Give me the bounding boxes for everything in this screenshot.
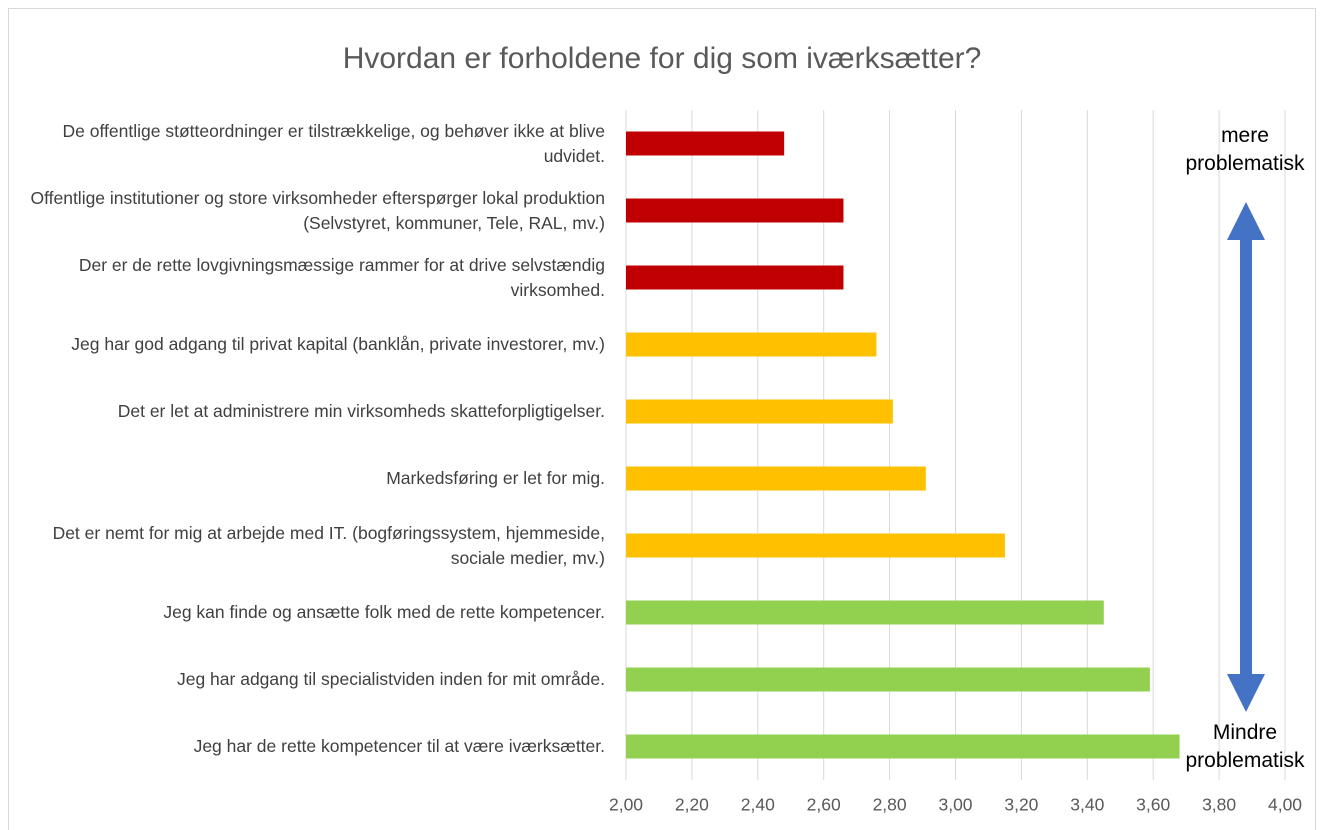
x-tick-label: 2,20	[675, 795, 709, 815]
direction-arrow	[1227, 202, 1265, 712]
y-tick-label: Der er de rette lovgivningsmæssige ramme…	[78, 254, 605, 300]
y-tick-label: Jeg har de rette kompetencer til at være…	[193, 736, 605, 756]
y-tick-label: Det er let at administrere min virksomhe…	[117, 401, 605, 421]
y-tick-label: De offentlige støtteordninger er tilstræ…	[62, 120, 605, 166]
x-tick-label: 3,40	[1070, 795, 1104, 815]
bar	[626, 466, 926, 491]
y-tick-label: Markedsføring er let for mig.	[386, 468, 605, 488]
y-tick-label: Offentlige institutioner og store virkso…	[30, 187, 605, 233]
annotation-line: problematisk	[1185, 152, 1305, 175]
x-tick-label: 2,60	[807, 795, 841, 815]
x-tick-label: 3,60	[1136, 795, 1170, 815]
bar	[626, 600, 1104, 625]
chart-title: Hvordan er forholdene for dig som iværks…	[343, 42, 982, 75]
x-tick-label: 2,80	[873, 795, 907, 815]
bar	[626, 198, 844, 223]
x-tick-label: 3,80	[1202, 795, 1236, 815]
bar	[626, 734, 1180, 759]
x-tick-label: 2,40	[741, 795, 775, 815]
bar	[626, 533, 1005, 558]
bar	[626, 131, 785, 156]
y-tick-label: Jeg har adgang til specialistviden inden…	[176, 669, 605, 689]
bar	[626, 399, 893, 424]
x-tick-label: 3,00	[938, 795, 972, 815]
x-tick-label: 3,20	[1004, 795, 1038, 815]
annotation-line: Mindre	[1212, 721, 1278, 744]
x-tick-label: 2,00	[609, 795, 643, 815]
annotation-line: problematisk	[1185, 749, 1305, 772]
y-tick-label: Det er nemt for mig at arbejde med IT. (…	[52, 522, 605, 568]
bar	[626, 265, 844, 290]
bar	[626, 667, 1150, 692]
annotation-line: mere	[1221, 124, 1269, 147]
annotation: mere problematisk	[1160, 122, 1324, 178]
annotation: Mindre problematisk	[1160, 719, 1324, 775]
x-tick-label: 4,00	[1268, 795, 1302, 815]
y-tick-label: Jeg kan finde og ansætte folk med de ret…	[163, 602, 605, 622]
bar	[626, 332, 877, 357]
y-tick-label: Jeg har god adgang til privat kapital (b…	[71, 334, 605, 354]
